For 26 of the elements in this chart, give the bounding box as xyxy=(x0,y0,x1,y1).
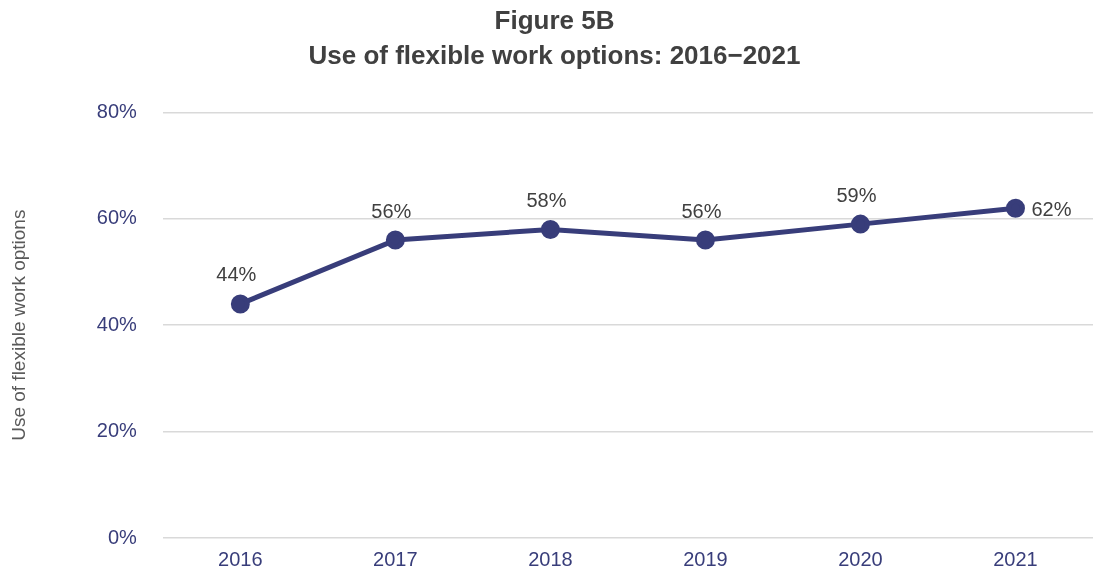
data-label: 62% xyxy=(1031,197,1072,220)
y-tick-label: 40% xyxy=(96,312,138,335)
chart-title: Figure 5B xyxy=(494,4,615,35)
data-label: 44% xyxy=(216,263,257,286)
x-tick-label: 2021 xyxy=(993,547,1038,570)
point xyxy=(695,230,715,250)
point xyxy=(385,230,405,250)
y-axis-title: Use of flexible work options xyxy=(7,209,29,441)
y-tick-label: 60% xyxy=(96,206,138,229)
x-tick-label: 2016 xyxy=(218,547,263,570)
point xyxy=(540,219,560,239)
data-label: 59% xyxy=(836,183,877,206)
y-tick-label: 0% xyxy=(107,525,138,548)
data-label: 58% xyxy=(526,188,567,211)
x-tick-label: 2018 xyxy=(528,547,573,570)
chart-subtitle: Use of flexible work options: 2016−2021 xyxy=(308,39,801,70)
data-label: 56% xyxy=(681,199,722,222)
x-tick-label: 2020 xyxy=(838,547,883,570)
point xyxy=(230,294,250,314)
y-tick-label: 20% xyxy=(96,419,138,442)
x-tick-label: 2019 xyxy=(683,547,728,570)
point xyxy=(1005,198,1025,218)
x-tick-label: 2017 xyxy=(373,547,418,570)
point xyxy=(850,214,870,234)
data-label: 56% xyxy=(371,199,412,222)
y-tick-label: 80% xyxy=(96,99,138,122)
